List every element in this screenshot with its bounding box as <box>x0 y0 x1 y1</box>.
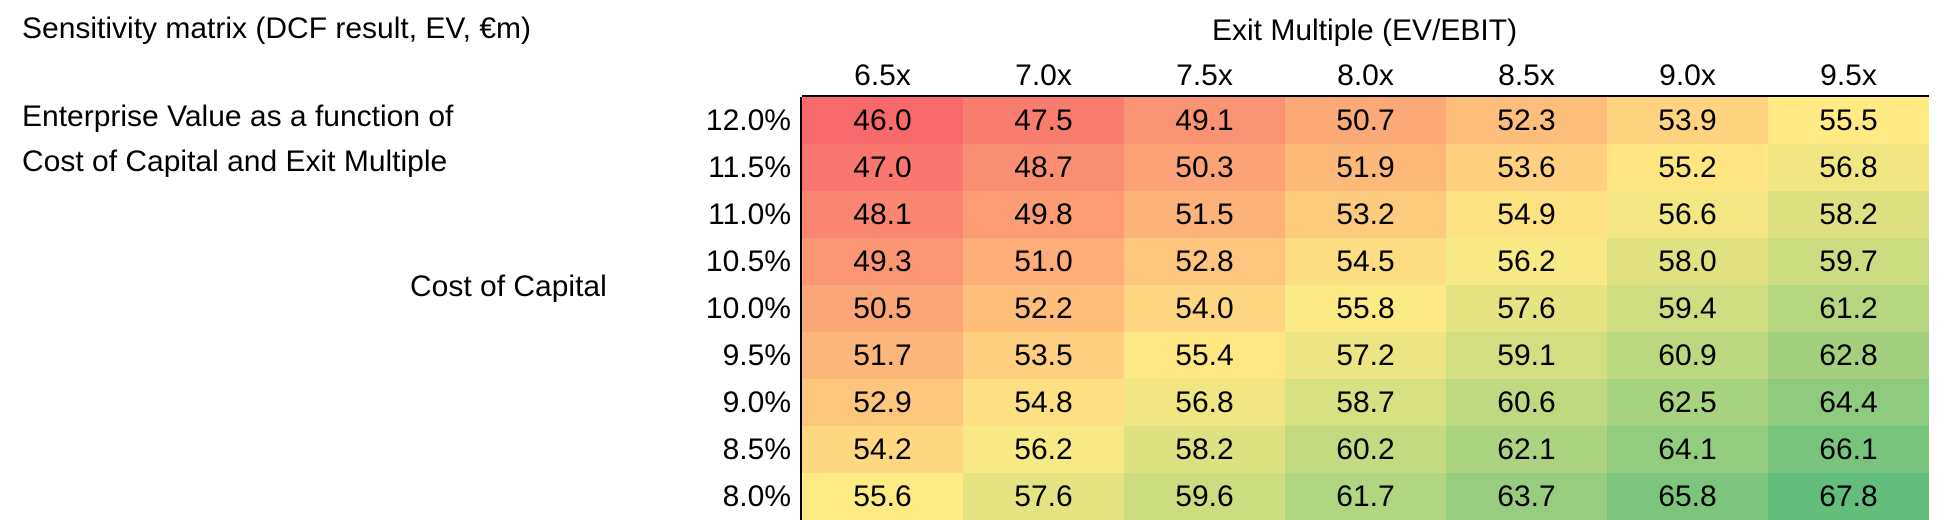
column-header: 9.0x <box>1659 59 1716 92</box>
heatmap-cell: 54.5 <box>1285 238 1446 285</box>
heatmap-cell: 51.0 <box>963 238 1124 285</box>
heatmap-cell: 59.6 <box>1124 473 1285 520</box>
heatmap-cell: 55.5 <box>1768 97 1929 144</box>
heatmap-cell: 49.3 <box>802 238 963 285</box>
heatmap-cell: 49.8 <box>963 191 1124 238</box>
heatmap-cell: 50.5 <box>802 285 963 332</box>
heatmap-cell: 48.1 <box>802 191 963 238</box>
heatmap-cell: 60.9 <box>1607 332 1768 379</box>
row-header-divider <box>800 97 802 520</box>
row-header: 8.5% <box>722 433 791 466</box>
heatmap-cell: 54.9 <box>1446 191 1607 238</box>
row-header: 10.0% <box>705 292 791 325</box>
column-header: 7.5x <box>1176 59 1233 92</box>
heatmap-cell: 52.2 <box>963 285 1124 332</box>
heatmap-cell: 46.0 <box>802 97 963 144</box>
heatmap-cell: 53.2 <box>1285 191 1446 238</box>
heatmap-cell: 55.2 <box>1607 144 1768 191</box>
page-title: Sensitivity matrix (DCF result, EV, €m) <box>22 12 531 45</box>
row-headers: 12.0% 11.5% 11.0% 10.5% 10.0% 9.5% 9.0% 8.5% 8.0… <box>640 97 795 520</box>
heatmap-cell: 59.1 <box>1446 332 1607 379</box>
heatmap-cell: 53.6 <box>1446 144 1607 191</box>
heatmap-cell: 55.4 <box>1124 332 1285 379</box>
heatmap-cell: 47.0 <box>802 144 963 191</box>
heatmap-cell: 54.0 <box>1124 285 1285 332</box>
description-line-2: Cost of Capital and Exit Multiple <box>22 145 448 178</box>
row-header: 10.5% <box>705 245 791 278</box>
column-axis-label: Exit Multiple (EV/EBIT) <box>1212 14 1518 47</box>
heatmap-cell: 52.3 <box>1446 97 1607 144</box>
heatmap-cell: 64.1 <box>1607 426 1768 473</box>
column-headers: 6.5x 7.0x 7.5x 8.0x 8.5x 9.0x 9.5x <box>802 56 1929 96</box>
heatmap-cell: 49.1 <box>1124 97 1285 144</box>
row-header: 9.0% <box>722 386 791 419</box>
description-line-1: Enterprise Value as a function of <box>22 100 454 133</box>
heatmap-cell: 53.5 <box>963 332 1124 379</box>
heatmap-cell: 56.6 <box>1607 191 1768 238</box>
heatmap-cell: 60.2 <box>1285 426 1446 473</box>
heatmap-cell: 48.7 <box>963 144 1124 191</box>
heatmap-cell: 58.7 <box>1285 379 1446 426</box>
heatmap-cell: 57.6 <box>963 473 1124 520</box>
heatmap-cell: 57.2 <box>1285 332 1446 379</box>
heatmap-cell: 55.8 <box>1285 285 1446 332</box>
column-header: 8.0x <box>1337 59 1394 92</box>
column-header: 7.0x <box>1015 59 1072 92</box>
heatmap-cell: 59.4 <box>1607 285 1768 332</box>
heatmap-cell: 47.5 <box>963 97 1124 144</box>
column-header: 6.5x <box>854 59 911 92</box>
heatmap-cell: 56.2 <box>1446 238 1607 285</box>
heatmap-cell: 50.3 <box>1124 144 1285 191</box>
heatmap-cell: 61.7 <box>1285 473 1446 520</box>
heatmap-cell: 58.2 <box>1768 191 1929 238</box>
heatmap-cell: 66.1 <box>1768 426 1929 473</box>
heatmap-cell: 58.0 <box>1607 238 1768 285</box>
heatmap-cell: 59.7 <box>1768 238 1929 285</box>
heatmap-cell: 67.8 <box>1768 473 1929 520</box>
column-header: 9.5x <box>1820 59 1877 92</box>
column-header: 8.5x <box>1498 59 1555 92</box>
heatmap-cell: 62.8 <box>1768 332 1929 379</box>
row-header: 11.0% <box>708 198 791 231</box>
heatmap-cell: 53.9 <box>1607 97 1768 144</box>
heatmap-cell: 54.8 <box>963 379 1124 426</box>
column-header-divider <box>802 95 1929 97</box>
row-header: 8.0% <box>722 480 791 513</box>
heatmap-cell: 62.5 <box>1607 379 1768 426</box>
heatmap-cell: 54.2 <box>802 426 963 473</box>
heatmap-cell: 58.2 <box>1124 426 1285 473</box>
row-header: 9.5% <box>722 339 791 372</box>
heatmap-cell: 62.1 <box>1446 426 1607 473</box>
row-header: 11.5% <box>708 151 791 184</box>
heatmap-cell: 55.6 <box>802 473 963 520</box>
row-axis-label: Cost of Capital <box>410 270 607 303</box>
heatmap-cell: 51.5 <box>1124 191 1285 238</box>
heatmap-cell: 52.8 <box>1124 238 1285 285</box>
row-header: 12.0% <box>705 104 791 137</box>
heatmap-cell: 63.7 <box>1446 473 1607 520</box>
heatmap-cell: 65.8 <box>1607 473 1768 520</box>
heatmap-cell: 56.2 <box>963 426 1124 473</box>
heatmap-cell: 61.2 <box>1768 285 1929 332</box>
heatmap-cell: 51.7 <box>802 332 963 379</box>
heatmap-cell: 57.6 <box>1446 285 1607 332</box>
heatmap-cell: 64.4 <box>1768 379 1929 426</box>
heatmap-cell: 56.8 <box>1124 379 1285 426</box>
heatmap-grid: 46.0 47.5 49.1 50.7 52.3 53.9 55.5 47.0 48.7 50.3… <box>802 97 1929 520</box>
heatmap-cell: 56.8 <box>1768 144 1929 191</box>
heatmap-cell: 50.7 <box>1285 97 1446 144</box>
heatmap-cell: 52.9 <box>802 379 963 426</box>
heatmap-cell: 60.6 <box>1446 379 1607 426</box>
heatmap-cell: 51.9 <box>1285 144 1446 191</box>
